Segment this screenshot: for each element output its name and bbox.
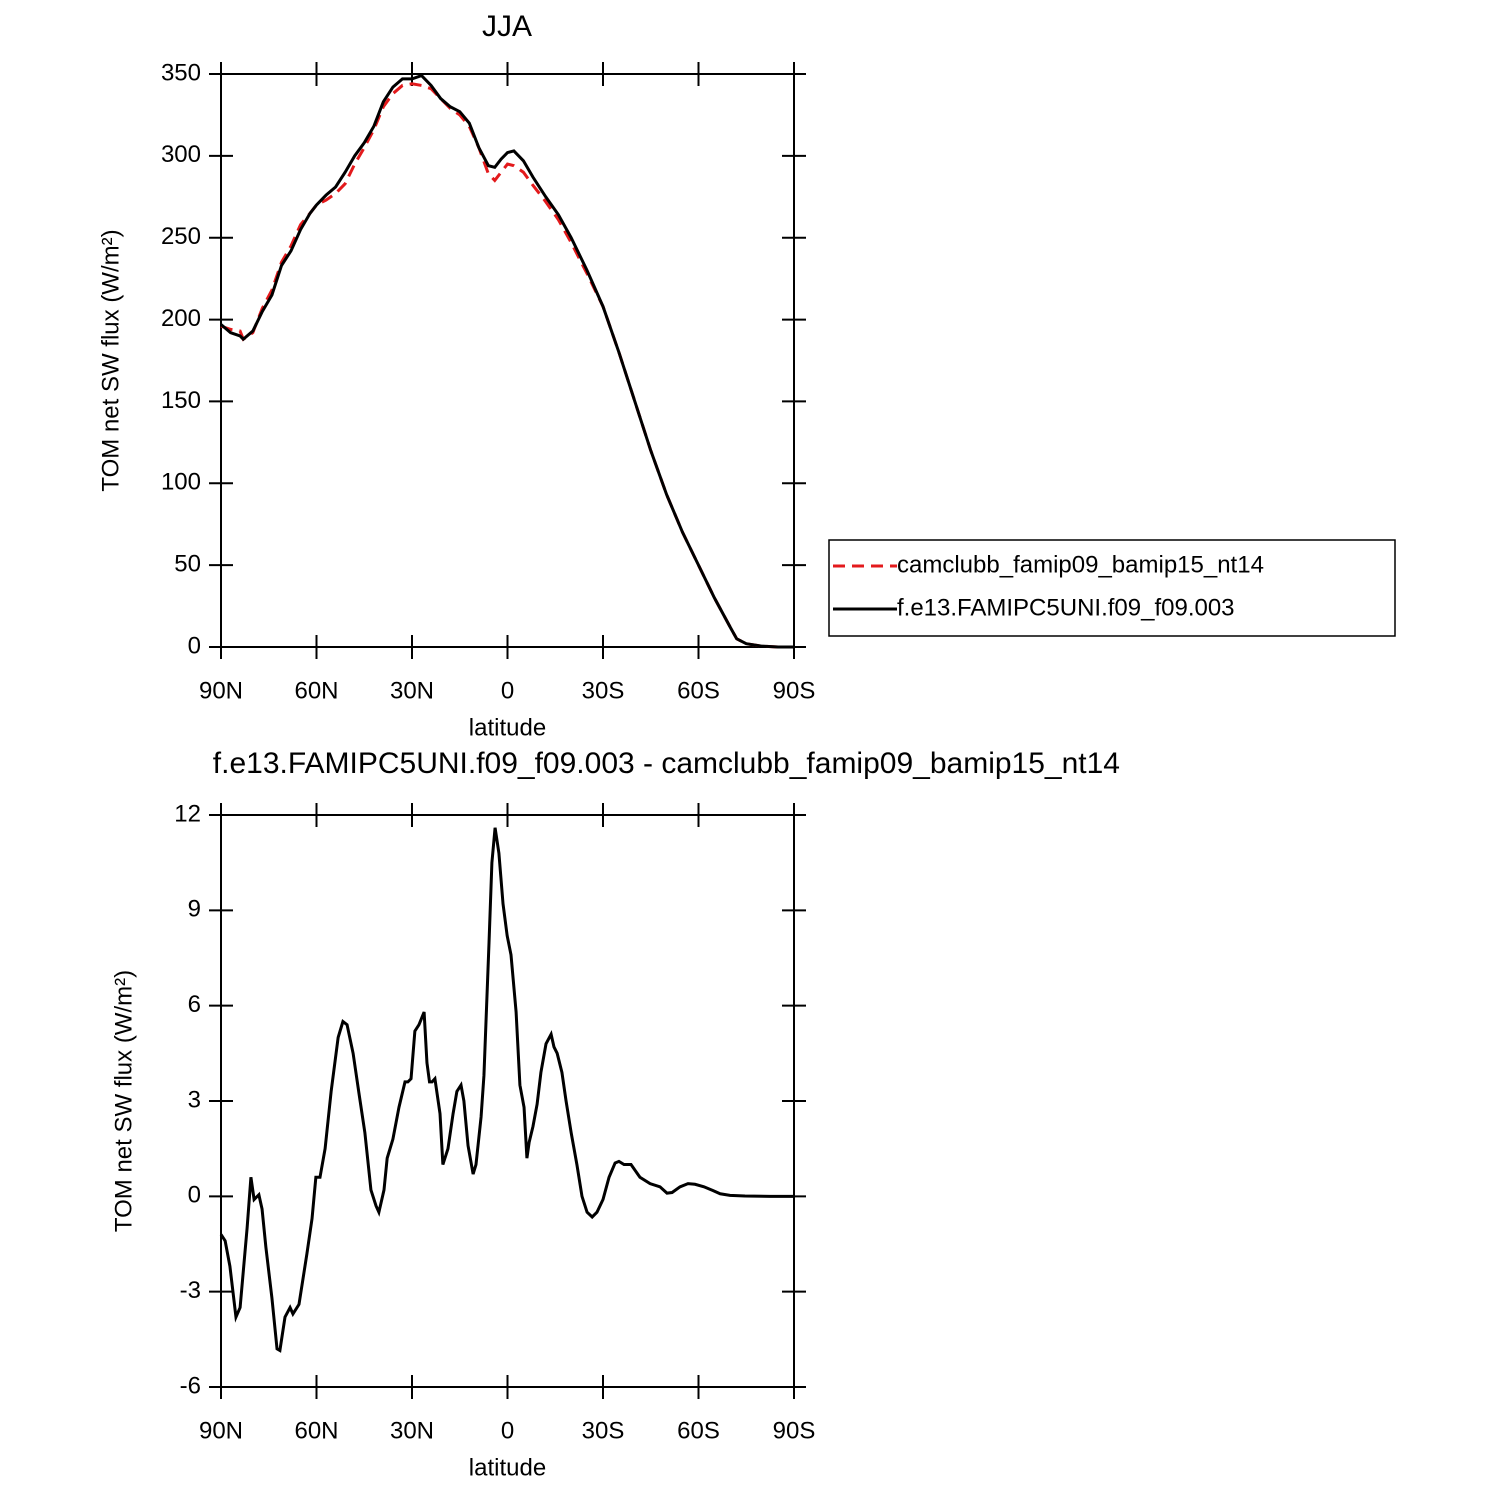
x-tick-label: 90S xyxy=(773,677,816,704)
x-tick-label: 0 xyxy=(501,1417,514,1444)
x-tick-label: 60S xyxy=(677,677,720,704)
x-tick-label: 30S xyxy=(582,1417,625,1444)
data-line xyxy=(220,82,794,649)
y-axis-label: TOM net SW flux (W/m²) xyxy=(110,970,137,1232)
x-tick-label: 90N xyxy=(199,1417,243,1444)
y-tick-label: 9 xyxy=(188,896,201,923)
chart-title: JJA xyxy=(482,10,532,43)
y-tick-label: -6 xyxy=(180,1372,201,1399)
x-tick-label: 30S xyxy=(582,677,625,704)
x-tick-label: 0 xyxy=(501,677,514,704)
y-tick-label: 250 xyxy=(161,223,201,250)
legend-label: f.e13.FAMIPC5UNI.f09_f09.003 xyxy=(897,594,1235,621)
y-tick-label: -3 xyxy=(180,1277,201,1304)
y-tick-label: 3 xyxy=(188,1086,201,1113)
y-tick-label: 50 xyxy=(174,550,201,577)
data-line xyxy=(219,827,794,1353)
y-tick-label: 350 xyxy=(161,59,201,86)
x-tick-label: 60N xyxy=(294,1417,338,1444)
legend-label: camclubb_famip09_bamip15_nt14 xyxy=(897,551,1264,578)
legend-box xyxy=(828,539,1396,637)
x-tick-label: 30N xyxy=(390,677,434,704)
y-tick-label: 0 xyxy=(188,1182,201,1209)
y-axis-label: TOM net SW flux (W/m²) xyxy=(97,229,124,491)
x-tick-label: 90N xyxy=(199,677,243,704)
x-axis-label: latitude xyxy=(469,1454,546,1481)
y-tick-label: 12 xyxy=(174,800,201,827)
x-axis-label: latitude xyxy=(469,714,546,741)
plot-frame xyxy=(220,814,795,1388)
y-tick-label: 0 xyxy=(188,632,201,659)
y-tick-label: 6 xyxy=(188,991,201,1018)
y-tick-label: 300 xyxy=(161,141,201,168)
y-tick-label: 200 xyxy=(161,305,201,332)
x-tick-label: 60N xyxy=(294,677,338,704)
x-tick-label: 90S xyxy=(773,1417,816,1444)
plot-frame xyxy=(220,73,795,648)
x-tick-label: 30N xyxy=(390,1417,434,1444)
data-line xyxy=(220,73,794,649)
y-tick-label: 150 xyxy=(161,387,201,414)
chart-title: f.e13.FAMIPC5UNI.f09_f09.003 - camclubb_… xyxy=(213,747,1120,780)
x-tick-label: 60S xyxy=(677,1417,720,1444)
y-tick-label: 100 xyxy=(161,469,201,496)
